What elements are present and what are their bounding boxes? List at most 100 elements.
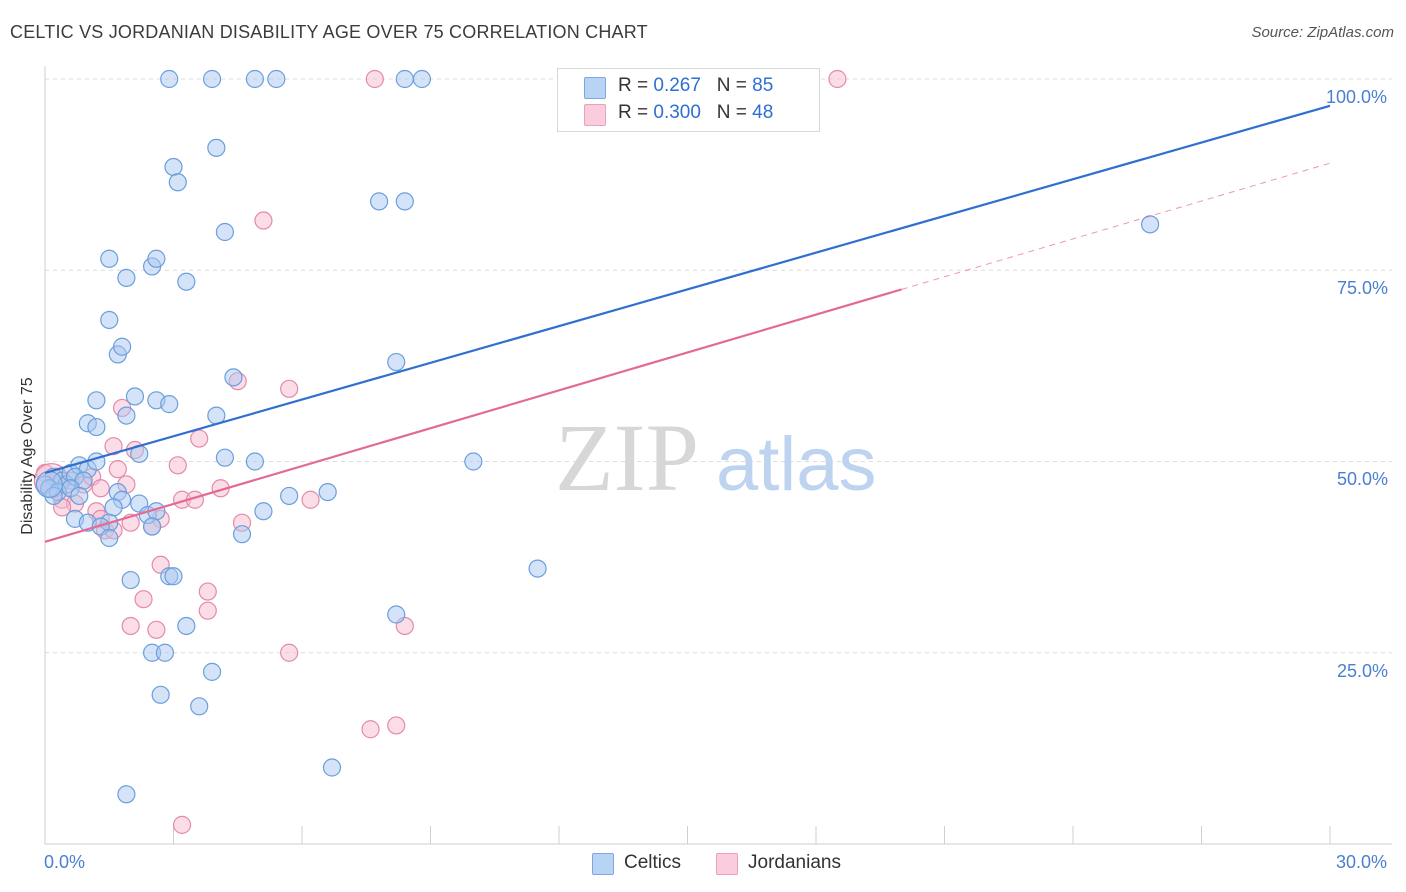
celtics-point: [245, 452, 264, 471]
celtics-point: [232, 525, 252, 544]
series-celtics: [35, 69, 1160, 804]
celtics-point: [147, 249, 166, 268]
celtics-point: [100, 249, 119, 268]
celtics-point: [245, 69, 264, 89]
celtics-point: [177, 272, 196, 291]
jordanians-r-label: R =: [618, 102, 654, 123]
celtics-legend-swatch: [592, 853, 614, 875]
celtics-point: [322, 758, 342, 777]
jordanians-point: [365, 69, 384, 89]
jordanians-point: [134, 590, 153, 609]
axes: [44, 66, 1392, 845]
celtics-point: [202, 662, 222, 681]
chart-title: CELTIC VS JORDANIAN DISABILITY AGE OVER …: [10, 22, 648, 42]
celtics-swatch: [584, 77, 606, 99]
celtics-point: [151, 685, 170, 704]
celtics-r-value: 0.267: [653, 75, 701, 96]
jordanians-point: [254, 211, 273, 230]
celtics-point: [1140, 215, 1160, 234]
jordanians-point: [828, 69, 847, 89]
celtics-point: [142, 517, 162, 536]
celtics-point: [104, 498, 123, 517]
celtics-point: [318, 483, 337, 502]
jordanians-point: [108, 460, 127, 479]
jordanians-point: [361, 720, 380, 739]
celtics-point: [155, 643, 175, 662]
jordanians-point: [172, 815, 192, 834]
celtics-n-label: N =: [716, 75, 753, 96]
celtics-point: [112, 337, 132, 356]
celtics-point: [164, 157, 183, 177]
source-label: Source: ZipAtlas.com: [1251, 24, 1394, 41]
celtics-r-label: R =: [618, 75, 654, 96]
celtics-point: [70, 486, 89, 506]
jordanians-point: [91, 479, 110, 498]
celtics-point: [87, 391, 106, 410]
celtics-point: [117, 406, 136, 425]
y-tick-25: 25.0%: [1337, 661, 1389, 681]
celtics-point: [202, 69, 222, 89]
celtics-point: [280, 486, 299, 506]
celtics-point: [207, 138, 226, 157]
celtics-point: [215, 448, 234, 467]
jordanians-point: [301, 490, 320, 509]
celtics-point: [528, 559, 547, 578]
celtics-point: [224, 368, 243, 387]
jordanians-r-value: 0.300: [653, 102, 701, 123]
celtics-point: [125, 387, 145, 406]
jordanians-n-value: 48: [752, 102, 774, 123]
jordanians-trend-extension: [901, 162, 1331, 290]
jordanians-point: [198, 582, 217, 601]
jordanians-point: [280, 643, 299, 662]
celtics-point: [412, 69, 432, 89]
legend-stats: R = 0.267 N = 85 R = 0.300 N = 48: [557, 68, 820, 132]
celtics-point: [464, 452, 483, 471]
jordanians-point: [168, 456, 187, 475]
jordanians-swatch: [584, 104, 606, 126]
celtics-point: [117, 268, 136, 287]
jordanians-point: [121, 616, 140, 636]
celtics-point: [100, 310, 119, 330]
celtics-point: [190, 697, 209, 716]
y-tick-50: 50.0%: [1337, 469, 1389, 489]
jordanians-point: [190, 429, 209, 448]
celtics-point: [100, 528, 119, 548]
celtics-point: [160, 395, 179, 414]
trend-lines: [44, 104, 1331, 543]
jordanians-trend-line: [44, 288, 902, 543]
celtics-point: [44, 486, 63, 506]
celtics-point: [215, 222, 234, 242]
celtics-point: [164, 567, 183, 586]
celtics-point: [395, 69, 414, 89]
watermark-zip: ZIP: [555, 404, 699, 511]
celtics-point: [87, 417, 106, 437]
jordanians-point: [387, 716, 406, 735]
celtics-point: [387, 352, 406, 372]
jordanians-point: [198, 601, 217, 620]
x-tick-0: 0.0%: [44, 852, 86, 872]
celtics-point: [121, 570, 140, 590]
jordanians-point: [147, 620, 166, 639]
celtics-point: [168, 173, 187, 192]
watermark-atlas: atlas: [716, 422, 877, 507]
legend-label-jordanians: Jordanians: [748, 852, 841, 873]
celtics-point: [387, 605, 406, 624]
celtics-trend-line: [44, 104, 1331, 475]
y-tick-100: 100.0%: [1326, 87, 1388, 107]
jordanians-legend-swatch: [716, 853, 738, 875]
celtics-point: [160, 69, 179, 89]
watermark: ZIP atlas: [555, 404, 877, 511]
jordanians-point: [280, 379, 299, 398]
celtics-point: [267, 69, 286, 89]
celtics-point: [254, 502, 273, 521]
celtics-cluster-point: [35, 470, 63, 499]
celtics-point: [117, 785, 136, 804]
celtics-n-value: 85: [752, 75, 774, 96]
gridlines: [45, 78, 1392, 654]
jordanians-n-label: N =: [716, 102, 753, 123]
x-tick-30: 30.0%: [1336, 852, 1388, 872]
legend-label-celtics: Celtics: [624, 852, 682, 873]
y-axis-label: Disability Age Over 75: [19, 377, 36, 535]
celtics-point: [370, 192, 389, 211]
